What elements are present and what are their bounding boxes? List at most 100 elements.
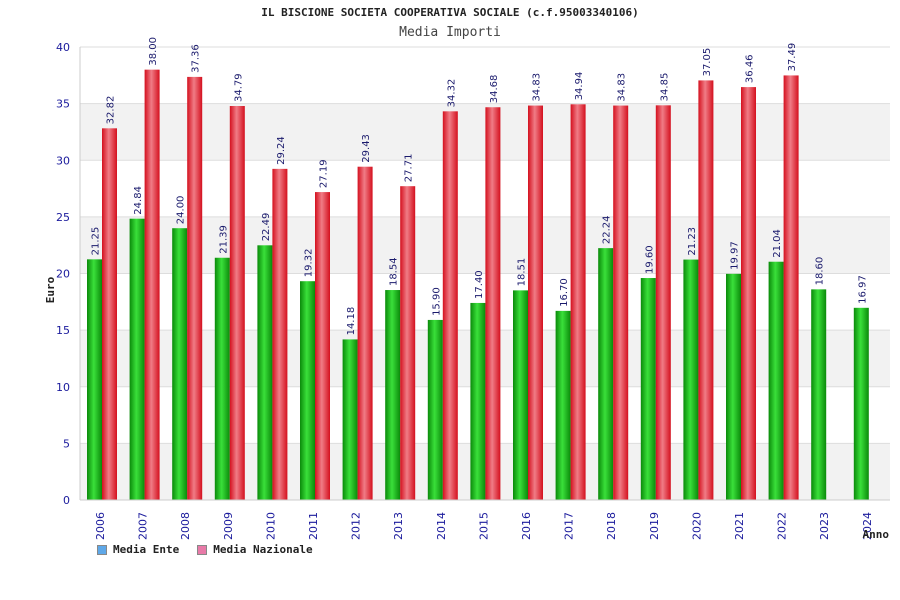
data-label-ente: 14.18 [346, 307, 357, 336]
x-tick-label: 2014 [435, 512, 448, 540]
x-tick-label: 2012 [350, 512, 363, 540]
bar-media-ente [385, 290, 401, 500]
bar-media-nazionale [442, 111, 458, 501]
bar-media-ente [513, 290, 528, 500]
bar-media-nazionale [357, 166, 373, 500]
data-label-ente: 24.84 [133, 186, 144, 215]
legend: Media Ente Media Nazionale [97, 543, 313, 556]
x-tick-label: 2018 [605, 512, 618, 540]
y-tick-label: 25 [56, 211, 70, 224]
data-label-ente: 17.40 [474, 270, 485, 299]
x-tick-label: 2016 [520, 512, 533, 540]
bar-media-ente [300, 281, 315, 500]
bar-media-ente [470, 302, 486, 500]
bar-media-nazionale [741, 87, 756, 500]
bar-media-nazionale [570, 104, 586, 500]
bar-media-ente [555, 310, 571, 500]
data-label-nazionale: 29.24 [276, 136, 287, 165]
bar-media-nazionale [528, 105, 543, 501]
x-axis-title: Anno [863, 528, 890, 541]
data-labels: 21.25 32.82 24.84 38.00 24.00 37.36 21.39 34.79… [91, 37, 869, 335]
bar-media-ente [427, 319, 443, 500]
bars [87, 69, 869, 501]
y-tick-label: 0 [63, 494, 70, 507]
x-tick-label: 2008 [179, 512, 192, 540]
bar-media-ente [853, 307, 869, 500]
data-label-ente: 16.70 [559, 278, 570, 307]
chart-subtitle: Media Importi [399, 25, 501, 40]
x-tick-label: 2011 [307, 512, 320, 540]
bar-media-nazionale [144, 69, 160, 501]
x-tick-label: 2006 [94, 512, 107, 540]
bar-media-ente [683, 259, 699, 500]
bar-media-nazionale [229, 106, 245, 501]
x-tick-label: 2013 [392, 512, 405, 540]
x-tick-label: 2009 [222, 512, 235, 540]
x-tick-label: 2021 [733, 512, 746, 540]
bar-media-nazionale [485, 107, 501, 501]
bar-media-nazionale [698, 80, 714, 500]
data-label-ente: 19.97 [730, 241, 741, 270]
x-tick-label: 2022 [776, 512, 789, 540]
x-tick-label: 2023 [818, 512, 831, 540]
legend-label-ente: Media Ente [113, 543, 180, 556]
bar-media-nazionale [102, 128, 117, 500]
legend-item-ente: Media Ente [97, 543, 179, 556]
y-tick-label: 5 [63, 437, 70, 450]
data-label-nazionale: 34.85 [659, 73, 670, 102]
y-tick-label: 10 [56, 381, 70, 394]
data-label-nazionale: 29.43 [361, 134, 372, 163]
bar-media-ente [172, 228, 188, 500]
data-label-nazionale: 36.46 [745, 54, 756, 83]
data-label-ente: 19.60 [644, 245, 655, 274]
data-label-nazionale: 34.83 [532, 73, 543, 102]
bar-media-ente [768, 261, 784, 500]
bar-media-nazionale [400, 186, 416, 500]
data-label-nazionale: 37.36 [191, 44, 202, 73]
bar-media-nazionale [272, 168, 288, 500]
x-tick-label: 2024 [861, 512, 874, 540]
y-tick-label: 20 [56, 268, 70, 281]
data-label-ente: 21.04 [772, 229, 783, 258]
data-label-nazionale: 38.00 [148, 37, 159, 66]
data-label-ente: 21.25 [91, 227, 102, 256]
bar-media-ente [342, 339, 358, 500]
x-tick-label: 2010 [264, 512, 277, 540]
data-label-nazionale: 27.71 [404, 154, 415, 183]
data-label-nazionale: 27.19 [319, 159, 330, 188]
data-label-ente: 18.60 [815, 257, 826, 286]
data-label-nazionale: 32.82 [106, 96, 117, 125]
x-tick-label: 2017 [563, 512, 576, 540]
bar-media-ente [726, 273, 741, 500]
bar-media-ente [257, 245, 273, 500]
data-label-ente: 24.00 [176, 196, 187, 225]
bar-media-nazionale [783, 75, 799, 500]
bar-media-ente [598, 248, 614, 500]
data-label-nazionale: 34.32 [446, 79, 457, 108]
y-tick-label: 15 [56, 324, 70, 337]
data-label-nazionale: 34.94 [574, 72, 585, 101]
data-label-ente: 16.97 [857, 275, 868, 304]
data-label-nazionale: 34.83 [617, 73, 628, 102]
x-tick-label: 2019 [648, 512, 661, 540]
chart-title: IL BISCIONE SOCIETA COOPERATIVA SOCIALE … [261, 6, 639, 19]
data-label-ente: 18.51 [517, 258, 528, 287]
y-tick-label: 35 [56, 98, 70, 111]
bar-media-nazionale [315, 192, 330, 501]
y-tick-label: 40 [56, 41, 70, 54]
bar-media-nazionale [655, 105, 671, 500]
y-axis-title: Euro [44, 276, 57, 303]
bar-media-nazionale [613, 105, 629, 501]
data-label-ente: 15.90 [431, 287, 442, 316]
data-label-ente: 22.24 [602, 215, 613, 244]
data-label-nazionale: 37.05 [702, 48, 713, 77]
bar-media-ente [129, 218, 145, 500]
data-label-nazionale: 34.68 [489, 75, 500, 104]
data-label-ente: 19.32 [304, 249, 315, 278]
data-label-ente: 21.23 [687, 227, 698, 256]
legend-label-nazionale: Media Nazionale [213, 543, 313, 556]
x-tick-label: 2020 [690, 512, 703, 540]
bar-media-ente [214, 257, 230, 500]
data-label-nazionale: 34.79 [233, 73, 244, 102]
